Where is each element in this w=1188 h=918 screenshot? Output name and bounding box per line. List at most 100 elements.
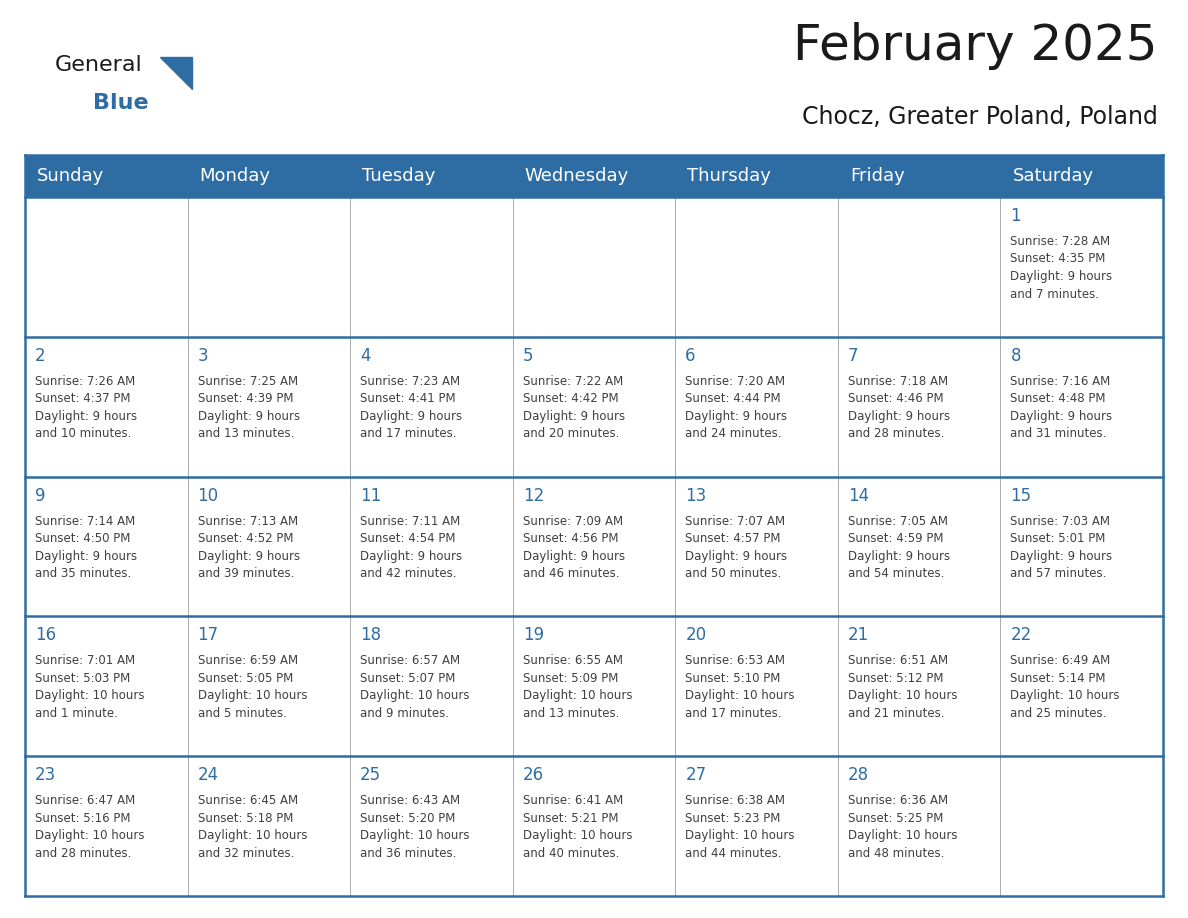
Bar bbox=[1000, 616, 1163, 756]
Text: Friday: Friday bbox=[849, 167, 904, 185]
Text: 9: 9 bbox=[34, 487, 45, 505]
Bar bbox=[838, 197, 1000, 337]
Text: Sunrise: 7:01 AM
Sunset: 5:03 PM
Daylight: 10 hours
and 1 minute.: Sunrise: 7:01 AM Sunset: 5:03 PM Dayligh… bbox=[34, 655, 145, 720]
Text: Sunrise: 7:18 AM
Sunset: 4:46 PM
Daylight: 9 hours
and 28 minutes.: Sunrise: 7:18 AM Sunset: 4:46 PM Dayligh… bbox=[848, 375, 950, 441]
Text: February 2025: February 2025 bbox=[794, 22, 1158, 70]
Bar bbox=[675, 337, 838, 476]
Text: Wednesday: Wednesday bbox=[525, 167, 628, 185]
Text: 1: 1 bbox=[1011, 207, 1020, 225]
Bar bbox=[1000, 756, 1163, 896]
Bar bbox=[188, 197, 350, 337]
Bar bbox=[25, 756, 188, 896]
Bar bbox=[25, 616, 188, 756]
Text: Sunrise: 7:14 AM
Sunset: 4:50 PM
Daylight: 9 hours
and 35 minutes.: Sunrise: 7:14 AM Sunset: 4:50 PM Dayligh… bbox=[34, 515, 137, 580]
Text: 13: 13 bbox=[685, 487, 707, 505]
Text: Sunrise: 6:49 AM
Sunset: 5:14 PM
Daylight: 10 hours
and 25 minutes.: Sunrise: 6:49 AM Sunset: 5:14 PM Dayligh… bbox=[1011, 655, 1120, 720]
Text: Sunrise: 7:23 AM
Sunset: 4:41 PM
Daylight: 9 hours
and 17 minutes.: Sunrise: 7:23 AM Sunset: 4:41 PM Dayligh… bbox=[360, 375, 462, 441]
Bar bbox=[838, 337, 1000, 476]
Bar bbox=[513, 476, 675, 616]
Bar bbox=[675, 476, 838, 616]
Bar bbox=[513, 616, 675, 756]
Bar bbox=[513, 197, 675, 337]
Text: Sunrise: 6:38 AM
Sunset: 5:23 PM
Daylight: 10 hours
and 44 minutes.: Sunrise: 6:38 AM Sunset: 5:23 PM Dayligh… bbox=[685, 794, 795, 859]
Bar bbox=[25, 155, 1163, 197]
Text: 11: 11 bbox=[360, 487, 381, 505]
Text: Sunrise: 7:26 AM
Sunset: 4:37 PM
Daylight: 9 hours
and 10 minutes.: Sunrise: 7:26 AM Sunset: 4:37 PM Dayligh… bbox=[34, 375, 137, 441]
Text: Sunrise: 7:20 AM
Sunset: 4:44 PM
Daylight: 9 hours
and 24 minutes.: Sunrise: 7:20 AM Sunset: 4:44 PM Dayligh… bbox=[685, 375, 788, 441]
Text: Thursday: Thursday bbox=[688, 167, 771, 185]
Text: Sunrise: 6:45 AM
Sunset: 5:18 PM
Daylight: 10 hours
and 32 minutes.: Sunrise: 6:45 AM Sunset: 5:18 PM Dayligh… bbox=[197, 794, 307, 859]
Text: Sunrise: 6:53 AM
Sunset: 5:10 PM
Daylight: 10 hours
and 17 minutes.: Sunrise: 6:53 AM Sunset: 5:10 PM Dayligh… bbox=[685, 655, 795, 720]
Bar bbox=[675, 756, 838, 896]
Bar bbox=[188, 476, 350, 616]
Text: Sunrise: 6:47 AM
Sunset: 5:16 PM
Daylight: 10 hours
and 28 minutes.: Sunrise: 6:47 AM Sunset: 5:16 PM Dayligh… bbox=[34, 794, 145, 859]
Text: Sunrise: 7:25 AM
Sunset: 4:39 PM
Daylight: 9 hours
and 13 minutes.: Sunrise: 7:25 AM Sunset: 4:39 PM Dayligh… bbox=[197, 375, 299, 441]
Bar bbox=[25, 476, 188, 616]
Bar bbox=[838, 616, 1000, 756]
Text: Sunrise: 7:16 AM
Sunset: 4:48 PM
Daylight: 9 hours
and 31 minutes.: Sunrise: 7:16 AM Sunset: 4:48 PM Dayligh… bbox=[1011, 375, 1112, 441]
Text: 25: 25 bbox=[360, 767, 381, 784]
Bar bbox=[838, 476, 1000, 616]
Text: 24: 24 bbox=[197, 767, 219, 784]
Text: Sunrise: 7:11 AM
Sunset: 4:54 PM
Daylight: 9 hours
and 42 minutes.: Sunrise: 7:11 AM Sunset: 4:54 PM Dayligh… bbox=[360, 515, 462, 580]
Bar bbox=[350, 616, 513, 756]
Text: 20: 20 bbox=[685, 626, 707, 644]
Text: 23: 23 bbox=[34, 767, 56, 784]
Text: 18: 18 bbox=[360, 626, 381, 644]
Text: 14: 14 bbox=[848, 487, 868, 505]
Text: Chocz, Greater Poland, Poland: Chocz, Greater Poland, Poland bbox=[802, 105, 1158, 129]
Text: Sunrise: 6:51 AM
Sunset: 5:12 PM
Daylight: 10 hours
and 21 minutes.: Sunrise: 6:51 AM Sunset: 5:12 PM Dayligh… bbox=[848, 655, 958, 720]
Text: Sunrise: 7:28 AM
Sunset: 4:35 PM
Daylight: 9 hours
and 7 minutes.: Sunrise: 7:28 AM Sunset: 4:35 PM Dayligh… bbox=[1011, 235, 1112, 300]
Text: 15: 15 bbox=[1011, 487, 1031, 505]
Text: 19: 19 bbox=[523, 626, 544, 644]
Text: Sunrise: 7:03 AM
Sunset: 5:01 PM
Daylight: 9 hours
and 57 minutes.: Sunrise: 7:03 AM Sunset: 5:01 PM Dayligh… bbox=[1011, 515, 1112, 580]
Bar bbox=[350, 756, 513, 896]
Text: Sunrise: 6:36 AM
Sunset: 5:25 PM
Daylight: 10 hours
and 48 minutes.: Sunrise: 6:36 AM Sunset: 5:25 PM Dayligh… bbox=[848, 794, 958, 859]
Bar bbox=[513, 337, 675, 476]
Text: Blue: Blue bbox=[93, 93, 148, 113]
Text: 17: 17 bbox=[197, 626, 219, 644]
Text: General: General bbox=[55, 55, 143, 75]
Text: Sunrise: 6:41 AM
Sunset: 5:21 PM
Daylight: 10 hours
and 40 minutes.: Sunrise: 6:41 AM Sunset: 5:21 PM Dayligh… bbox=[523, 794, 632, 859]
Bar bbox=[188, 756, 350, 896]
Bar bbox=[25, 197, 188, 337]
Text: 16: 16 bbox=[34, 626, 56, 644]
Text: Sunrise: 6:43 AM
Sunset: 5:20 PM
Daylight: 10 hours
and 36 minutes.: Sunrise: 6:43 AM Sunset: 5:20 PM Dayligh… bbox=[360, 794, 469, 859]
Text: 28: 28 bbox=[848, 767, 868, 784]
Text: 5: 5 bbox=[523, 347, 533, 364]
Text: 2: 2 bbox=[34, 347, 45, 364]
Bar bbox=[350, 197, 513, 337]
Text: Sunrise: 7:22 AM
Sunset: 4:42 PM
Daylight: 9 hours
and 20 minutes.: Sunrise: 7:22 AM Sunset: 4:42 PM Dayligh… bbox=[523, 375, 625, 441]
Text: Sunrise: 6:55 AM
Sunset: 5:09 PM
Daylight: 10 hours
and 13 minutes.: Sunrise: 6:55 AM Sunset: 5:09 PM Dayligh… bbox=[523, 655, 632, 720]
Bar bbox=[513, 756, 675, 896]
Bar bbox=[1000, 337, 1163, 476]
Text: 21: 21 bbox=[848, 626, 870, 644]
Bar bbox=[1000, 197, 1163, 337]
Polygon shape bbox=[160, 57, 192, 89]
Text: Sunrise: 7:13 AM
Sunset: 4:52 PM
Daylight: 9 hours
and 39 minutes.: Sunrise: 7:13 AM Sunset: 4:52 PM Dayligh… bbox=[197, 515, 299, 580]
Text: Sunrise: 7:05 AM
Sunset: 4:59 PM
Daylight: 9 hours
and 54 minutes.: Sunrise: 7:05 AM Sunset: 4:59 PM Dayligh… bbox=[848, 515, 950, 580]
Text: 12: 12 bbox=[523, 487, 544, 505]
Text: Sunrise: 7:09 AM
Sunset: 4:56 PM
Daylight: 9 hours
and 46 minutes.: Sunrise: 7:09 AM Sunset: 4:56 PM Dayligh… bbox=[523, 515, 625, 580]
Text: Sunrise: 6:57 AM
Sunset: 5:07 PM
Daylight: 10 hours
and 9 minutes.: Sunrise: 6:57 AM Sunset: 5:07 PM Dayligh… bbox=[360, 655, 469, 720]
Bar bbox=[838, 756, 1000, 896]
Bar bbox=[1000, 476, 1163, 616]
Bar bbox=[188, 616, 350, 756]
Bar bbox=[675, 197, 838, 337]
Text: 10: 10 bbox=[197, 487, 219, 505]
Text: Saturday: Saturday bbox=[1012, 167, 1093, 185]
Text: 27: 27 bbox=[685, 767, 707, 784]
Bar bbox=[188, 337, 350, 476]
Text: 3: 3 bbox=[197, 347, 208, 364]
Text: Sunrise: 7:07 AM
Sunset: 4:57 PM
Daylight: 9 hours
and 50 minutes.: Sunrise: 7:07 AM Sunset: 4:57 PM Dayligh… bbox=[685, 515, 788, 580]
Text: Sunday: Sunday bbox=[37, 167, 105, 185]
Text: 6: 6 bbox=[685, 347, 696, 364]
Bar bbox=[25, 337, 188, 476]
Text: 8: 8 bbox=[1011, 347, 1020, 364]
Text: 22: 22 bbox=[1011, 626, 1031, 644]
Text: 7: 7 bbox=[848, 347, 859, 364]
Text: Tuesday: Tuesday bbox=[362, 167, 436, 185]
Text: 26: 26 bbox=[523, 767, 544, 784]
Text: Monday: Monday bbox=[200, 167, 271, 185]
Bar bbox=[350, 337, 513, 476]
